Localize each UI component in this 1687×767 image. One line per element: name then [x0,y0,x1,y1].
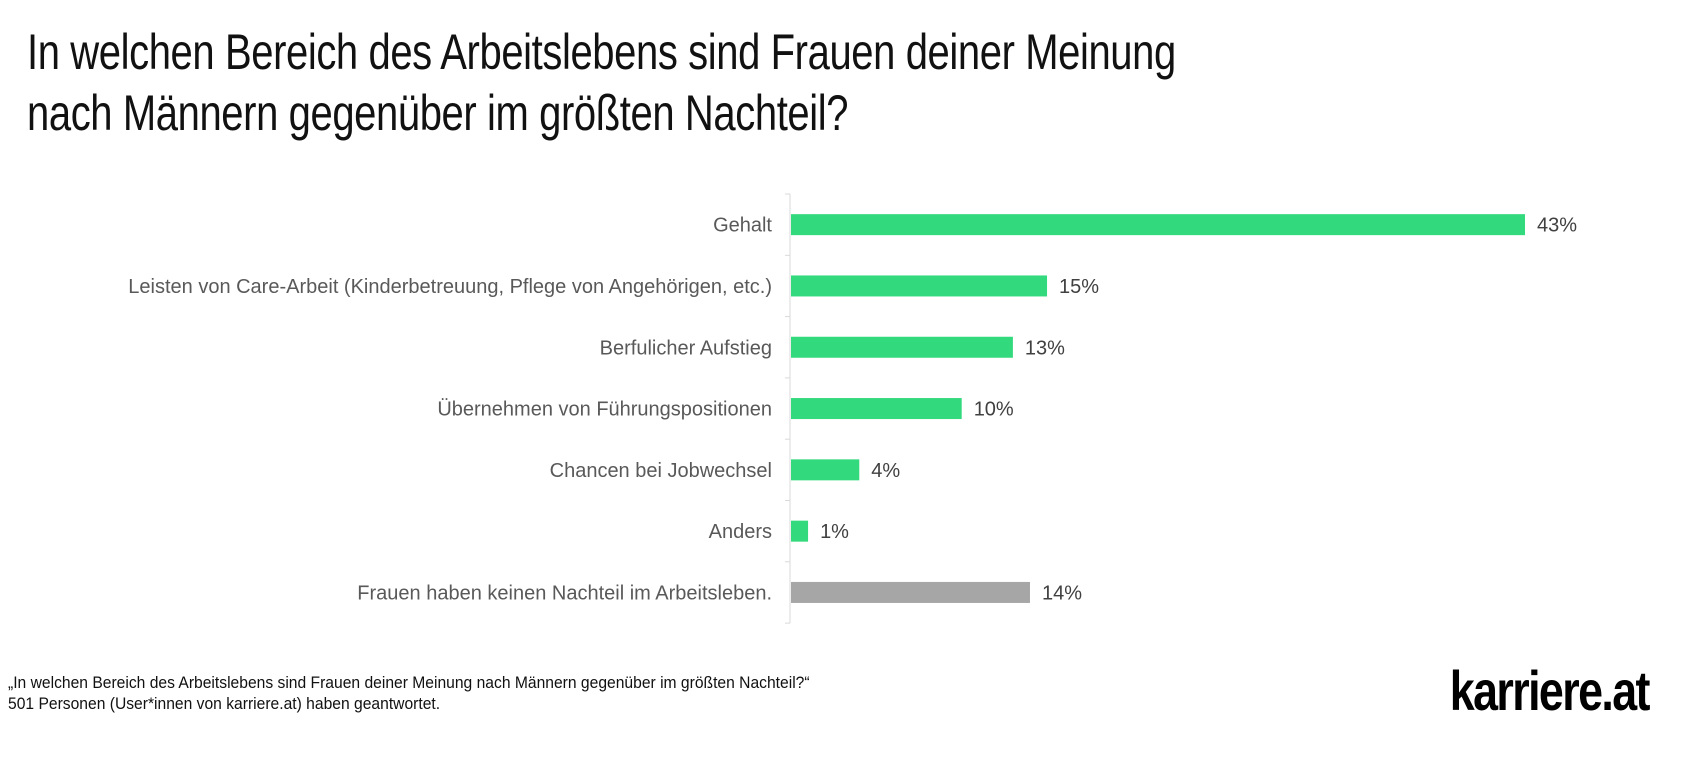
footer-question: „In welchen Bereich des Arbeitslebens si… [8,673,810,692]
bar [791,214,1525,236]
data-label: 10% [974,399,1014,421]
title-line-2: nach Männern gegenüber im größten Nachte… [27,85,849,141]
category-label: Frauen haben keinen Nachteil im Arbeitsl… [357,582,772,604]
bar [791,581,1030,603]
bar [791,398,962,420]
category-label: Übernehmen von Führungspositionen [437,399,772,421]
data-label: 4% [871,460,900,482]
data-label: 1% [820,521,849,543]
footer-respondents: 501 Personen (User*innen von karriere.at… [8,694,441,713]
chart-title: In welchen Bereich des Arbeitslebens sin… [27,22,1176,144]
category-label: Gehalt [713,215,772,237]
title-line-1: In welchen Bereich des Arbeitslebens sin… [27,24,1176,80]
bar [791,336,1013,358]
karriere-logo: karriere.at [1449,659,1651,722]
data-label: 13% [1025,337,1065,359]
data-label: 15% [1059,276,1099,298]
data-label: 14% [1042,582,1082,604]
category-label: Chancen bei Jobwechsel [550,460,772,482]
category-label: Leisten von Care-Arbeit (Kinderbetreuung… [128,276,772,298]
bar [791,459,860,481]
data-label: 43% [1537,215,1577,237]
category-label: Berfulicher Aufstieg [600,337,772,359]
bar [791,275,1048,297]
bar [791,520,809,542]
footer-note: „In welchen Bereich des Arbeitslebens si… [8,672,810,714]
category-label: Anders [709,521,772,543]
